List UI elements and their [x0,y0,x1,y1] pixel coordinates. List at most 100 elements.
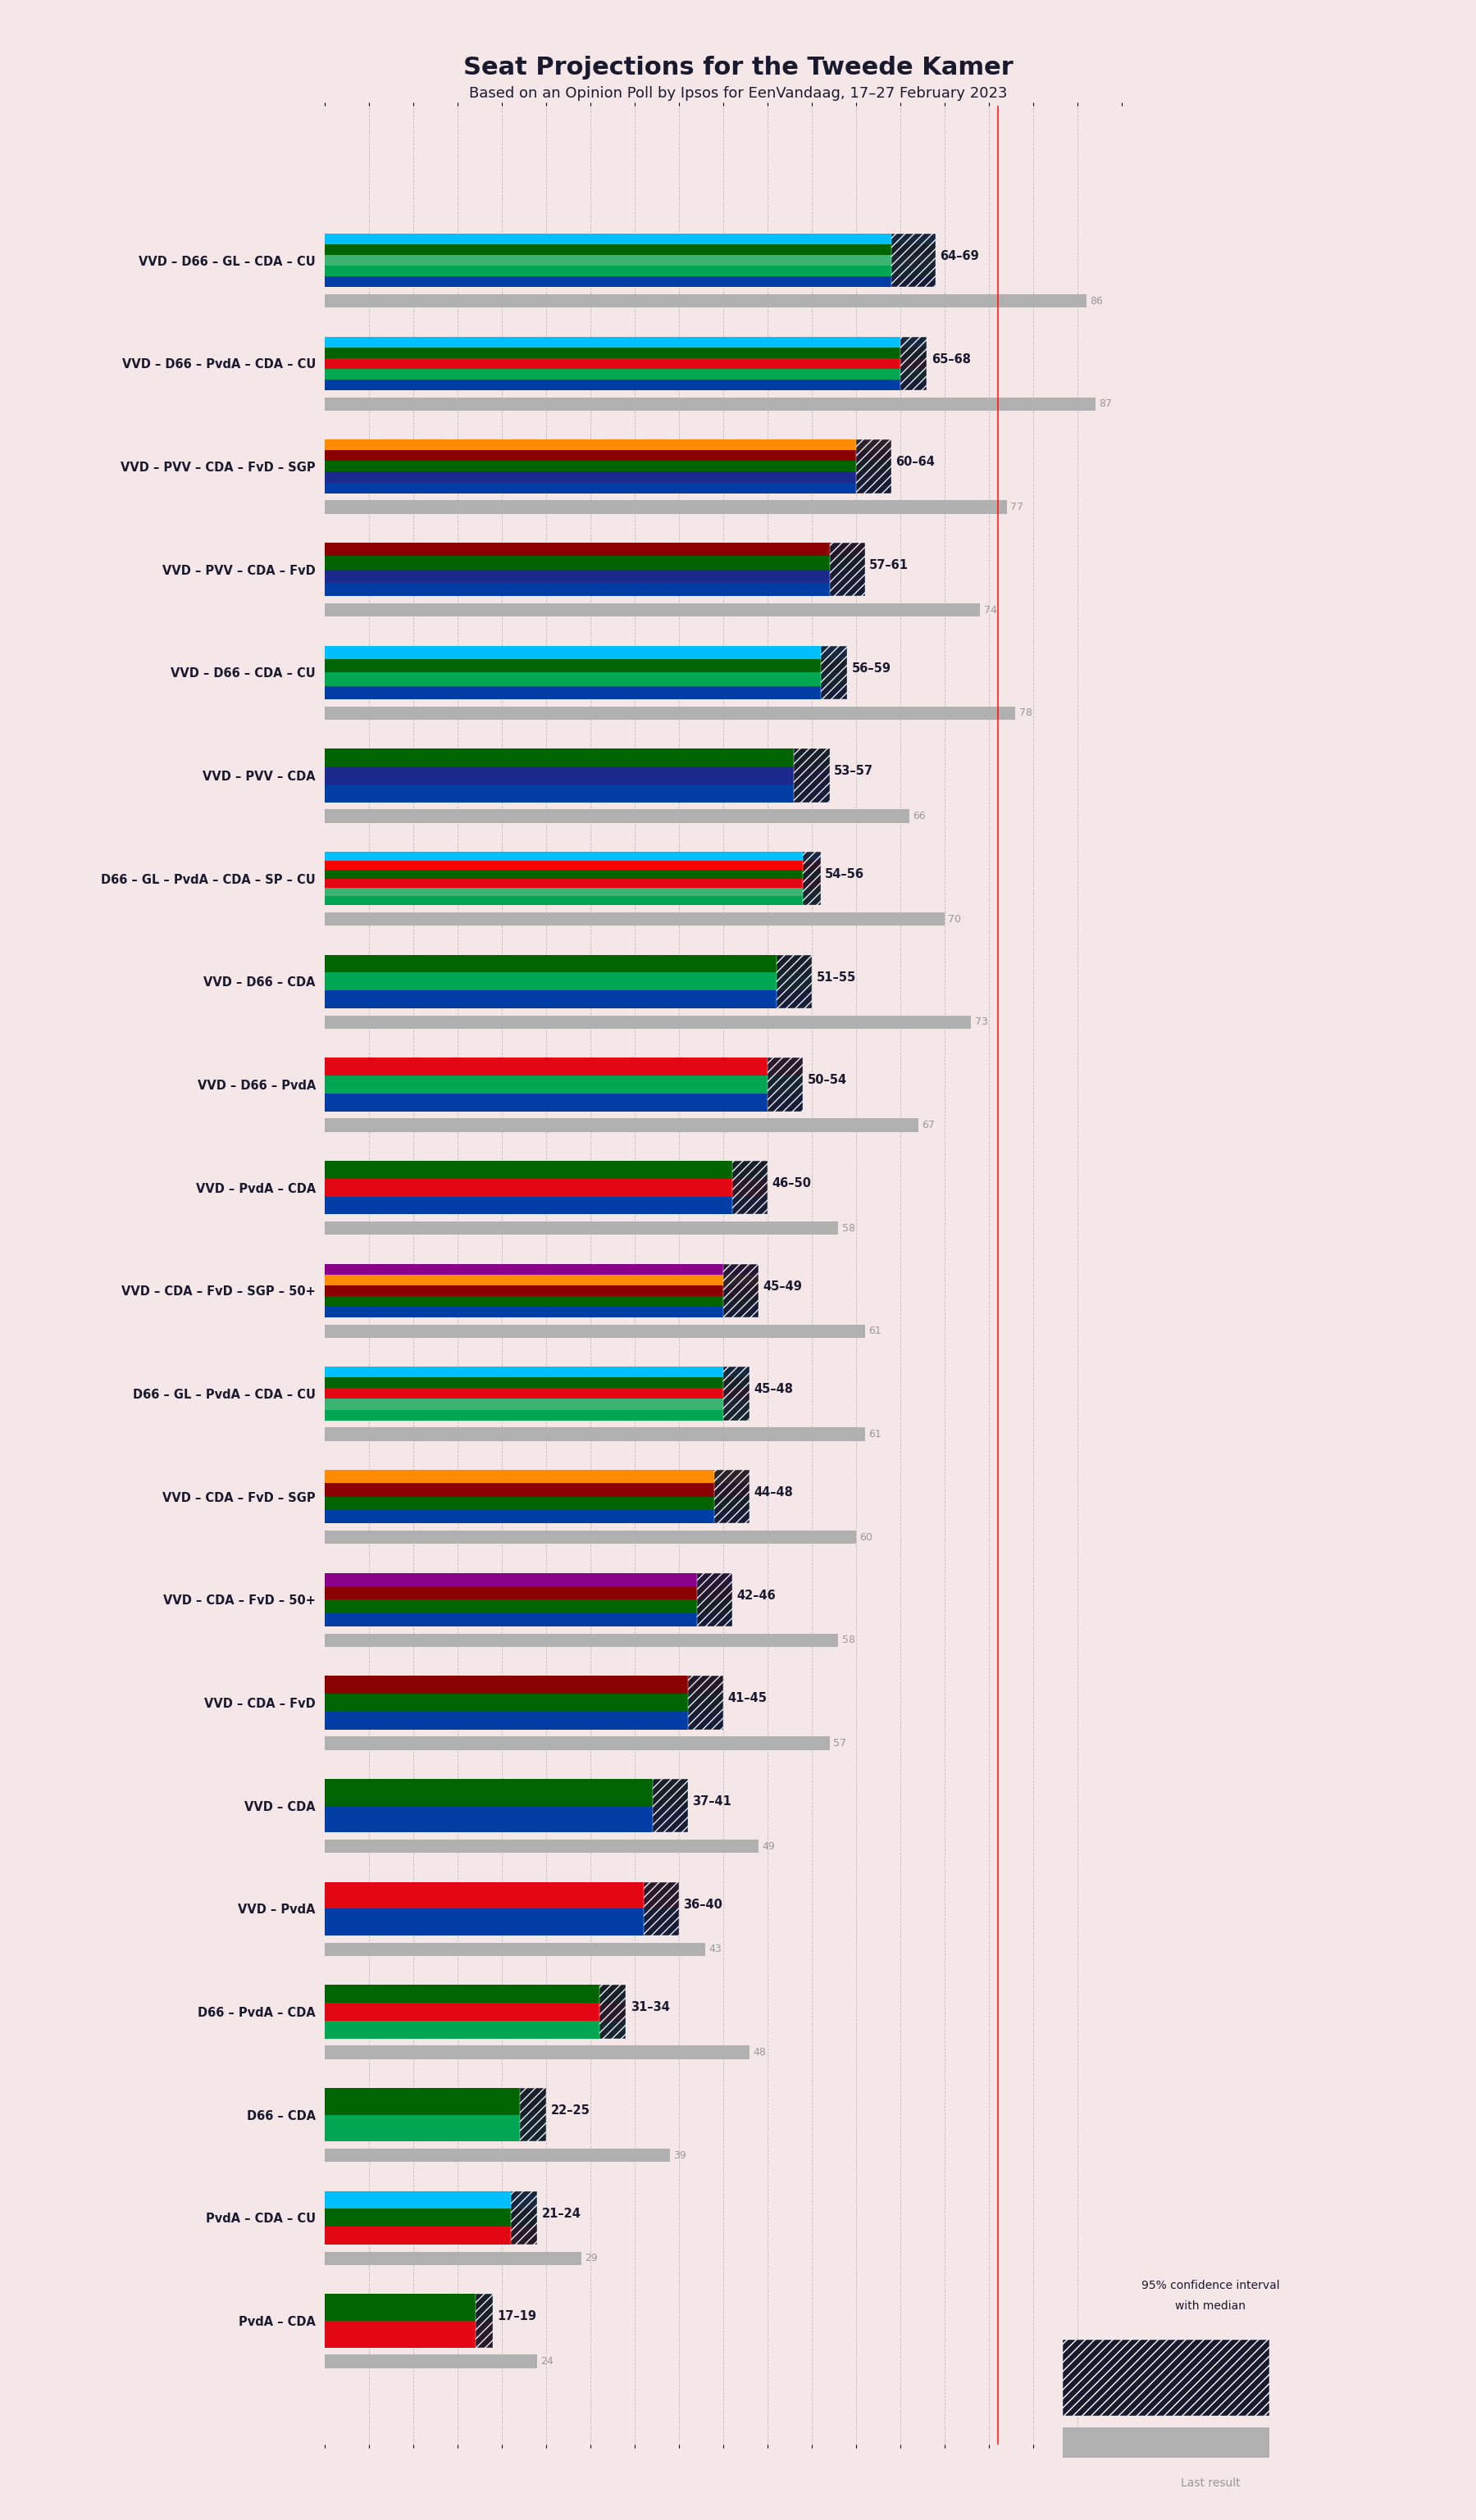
Text: 43: 43 [708,1943,722,1956]
Bar [723,1265,759,1318]
Bar [325,1094,803,1111]
Bar [325,471,892,481]
Text: 58: 58 [841,1222,855,1235]
Bar [688,1676,723,1729]
Text: 46–50: 46–50 [772,1177,812,1189]
Text: 77: 77 [1010,501,1023,512]
Text: 53–57: 53–57 [834,766,874,779]
Text: 67: 67 [921,1119,934,1131]
Bar [325,1497,750,1509]
Bar [325,381,927,391]
Text: 74: 74 [983,605,996,615]
Bar [325,1676,723,1693]
Bar [325,1058,803,1076]
Bar [325,1016,971,1028]
Text: with median: with median [1175,2301,1246,2313]
Bar [325,685,847,698]
Text: 60–64: 60–64 [896,456,936,469]
Bar [325,438,892,451]
Text: 17–19: 17–19 [497,2311,537,2323]
Text: 29: 29 [584,2253,598,2263]
Text: 66: 66 [912,811,925,822]
Text: 73: 73 [974,1018,987,1028]
Bar [599,1986,626,2039]
Bar [325,1807,688,1832]
Text: 42–46: 42–46 [737,1590,776,1603]
Bar [325,1572,732,1585]
Bar [325,501,1007,514]
Text: 54–56: 54–56 [825,869,865,879]
Bar [511,2190,537,2245]
Text: 78: 78 [1018,708,1032,718]
Bar [325,1399,750,1409]
Bar [325,295,1086,307]
Bar [325,1585,732,1600]
Bar [325,2089,546,2114]
Bar [892,234,936,287]
Bar [325,348,927,358]
Bar [714,1469,750,1525]
Bar [325,1882,679,1908]
Bar [325,1378,750,1389]
Bar [644,1882,679,1935]
Bar [325,1736,830,1749]
Bar [325,1295,759,1308]
Bar [697,1572,732,1625]
Bar [325,1197,768,1215]
Bar [325,1222,838,1235]
Text: 60: 60 [859,1532,872,1542]
Text: 21–24: 21–24 [542,2208,582,2220]
Text: 70: 70 [948,915,961,925]
Bar [776,955,812,1008]
Bar [325,1265,759,1275]
Bar [803,852,821,905]
Text: 61: 61 [868,1326,881,1336]
Bar [325,1711,723,1729]
Bar [768,1058,803,1111]
Bar [325,862,821,869]
Bar [325,1389,750,1399]
Bar [520,2089,546,2142]
Bar [325,461,892,471]
Bar [325,809,909,824]
Bar [794,748,830,801]
Text: 48: 48 [753,2046,766,2059]
Bar [325,1693,723,1711]
Bar [325,2114,546,2142]
Bar [325,398,1095,411]
Bar [325,766,830,784]
Text: 36–40: 36–40 [683,1898,723,1910]
Bar [325,1119,918,1131]
Bar [325,784,830,801]
Bar [830,542,865,597]
Bar [325,2210,537,2228]
Bar [325,1633,838,1648]
Bar [475,2293,493,2349]
Text: Seat Projections for the Tweede Kamer: Seat Projections for the Tweede Kamer [463,55,1013,78]
Bar [325,234,936,244]
Text: 31–34: 31–34 [630,2001,670,2013]
Bar [325,673,847,685]
Bar [325,265,936,277]
Text: 64–69: 64–69 [940,249,980,262]
Bar [325,852,821,862]
Text: 86: 86 [1089,295,1103,307]
Bar [325,368,927,381]
Bar [325,255,936,265]
Bar [325,1326,865,1338]
Bar [325,358,927,368]
Text: 51–55: 51–55 [816,970,856,983]
Bar [821,645,847,698]
Bar [325,1275,759,1285]
Text: 87: 87 [1098,398,1111,408]
Bar [325,2003,626,2021]
Bar [325,1429,865,1441]
Bar [325,887,821,897]
Bar [325,542,865,557]
Bar [1063,2427,1269,2457]
Text: 44–48: 44–48 [754,1487,794,1499]
Bar [325,973,812,990]
Bar [325,645,847,660]
Bar [1063,2339,1269,2417]
Bar [325,1600,732,1613]
